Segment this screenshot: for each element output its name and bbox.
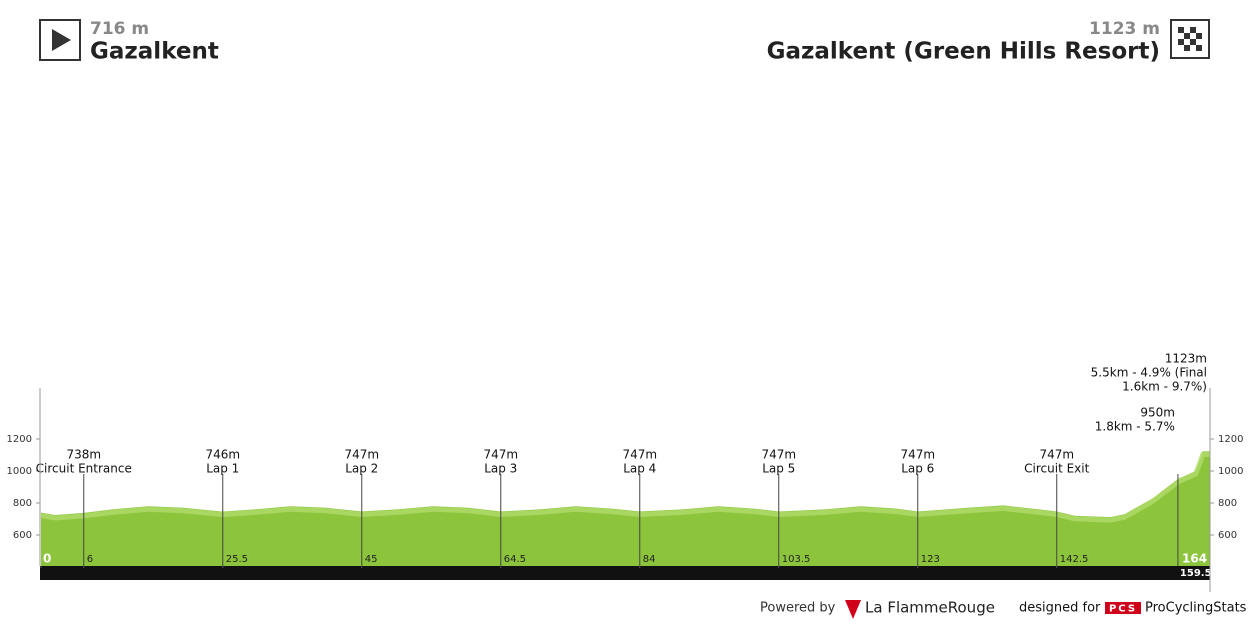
x-tick-label: 123 [921, 554, 940, 565]
start-icon [39, 19, 81, 61]
x-tick-label: 84 [643, 554, 656, 565]
marker-label: Lap 2 [345, 462, 378, 476]
x-tick-label: 103.5 [782, 554, 811, 565]
marker-label: Lap 1 [206, 462, 239, 476]
x-tick-label: 6 [87, 554, 93, 565]
x-tick-label: 64.5 [504, 554, 526, 565]
distance-bar [40, 566, 1210, 580]
x-tick-label: 45 [365, 554, 378, 565]
marker-label: 747m [622, 448, 657, 462]
y-tick-label-right: 600 [1218, 530, 1237, 541]
marker-label: 747m [900, 448, 935, 462]
finish-name: Gazalkent (Green Hills Resort) [767, 39, 1160, 65]
marker-label: 746m [205, 448, 240, 462]
marker-label: 747m [1039, 448, 1074, 462]
powered-by: Powered by [760, 601, 836, 616]
elevation-highlight [40, 451, 1210, 523]
plot: 600 600 800 800 1000 1000 1200 1200 0 6 25.5 45 64.5… [7, 352, 1243, 580]
brand: La FlammeRouge [865, 599, 995, 617]
y-tick-label-right: 800 [1218, 498, 1237, 509]
y-tick-label: 1200 [7, 434, 32, 445]
y-tick-label: 800 [13, 498, 32, 509]
marker-label: 1123m [1165, 352, 1207, 366]
start-name: Gazalkent [90, 39, 219, 65]
pcs-badge [1105, 602, 1141, 614]
marker-label: Lap 4 [623, 462, 656, 476]
marker-label: Lap 5 [762, 462, 795, 476]
marker-label: 1.6km - 9.7%) [1122, 380, 1207, 394]
marker-label: 5.5km - 4.9% (Final [1091, 366, 1207, 380]
start-altitude: 716 m [90, 19, 149, 39]
y-tick-label: 1000 [7, 466, 32, 477]
y-tick-label-right: 1200 [1218, 434, 1243, 445]
pcs-name: ProCyclingStats [1145, 601, 1247, 616]
marker-label: 1.8km - 5.7% [1095, 420, 1175, 434]
checker [1178, 27, 1202, 51]
x-tick-label: 25.5 [226, 554, 248, 565]
pcs-logo: PCS [1109, 604, 1137, 615]
marker-label: Circuit Exit [1024, 462, 1089, 476]
marker-label: 738m [66, 448, 101, 462]
flamme-logo [845, 600, 861, 619]
marker-label: 747m [344, 448, 379, 462]
marker-label: Lap 3 [484, 462, 517, 476]
marker-label: 950m [1140, 406, 1175, 420]
marker-label: Circuit Entrance [36, 462, 132, 476]
x-tick-label: 164 [1182, 552, 1207, 566]
marker-label: 747m [761, 448, 796, 462]
y-tick-label-right: 1000 [1218, 466, 1243, 477]
play-icon [52, 29, 71, 51]
designed-for: designed for [1019, 601, 1101, 616]
marker-label: Lap 6 [901, 462, 934, 476]
x-tick-label: 0 [43, 552, 51, 566]
marker-km: 159.5 [1180, 568, 1212, 579]
marker-label: 747m [483, 448, 518, 462]
y-tick-label: 600 [13, 530, 32, 541]
x-tick-label: 142.5 [1060, 554, 1089, 565]
finish-altitude: 1123 m [1089, 19, 1160, 39]
